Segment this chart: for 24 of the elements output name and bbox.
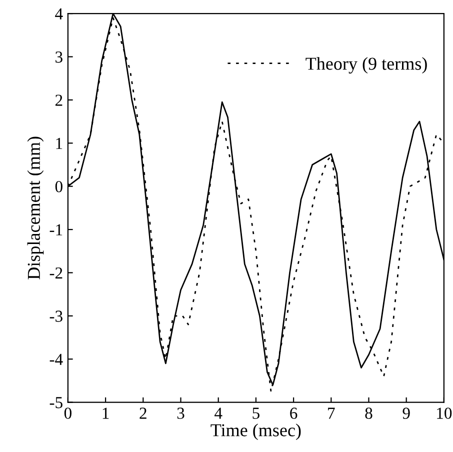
- y-tick-label: 3: [56, 51, 62, 63]
- x-tick-label: 3: [177, 408, 184, 419]
- y-tick-label: 0: [55, 181, 62, 192]
- x-tick-label: 9: [402, 408, 410, 419]
- x-tick-label: 6: [290, 408, 298, 419]
- x-tick-label: 0: [64, 408, 72, 419]
- x-tick-label: 2: [140, 408, 146, 419]
- x-axis-title: Time (msec): [210, 424, 301, 440]
- y-tick-label: -4: [50, 354, 63, 365]
- y-tick-label: -1: [50, 224, 62, 236]
- y-axis-title: Displacement (mm): [27, 136, 44, 280]
- x-tick-label: 1: [102, 408, 109, 419]
- x-tick-label: 4: [214, 408, 222, 419]
- y-tick-label: 4: [55, 8, 63, 20]
- x-tick-label: 10: [437, 408, 452, 419]
- x-tick-label: 5: [252, 408, 260, 419]
- y-tick-label: -2: [50, 267, 62, 278]
- y-tick-label: -3: [50, 310, 62, 322]
- legend-label: Theory (9 terms): [306, 57, 427, 74]
- y-tick-label: 1: [56, 138, 62, 149]
- y-tick-label: 2: [55, 94, 62, 106]
- y-tick-label: -5: [50, 397, 62, 408]
- x-tick-label: 7: [328, 408, 335, 419]
- x-tick-label: 8: [365, 408, 372, 419]
